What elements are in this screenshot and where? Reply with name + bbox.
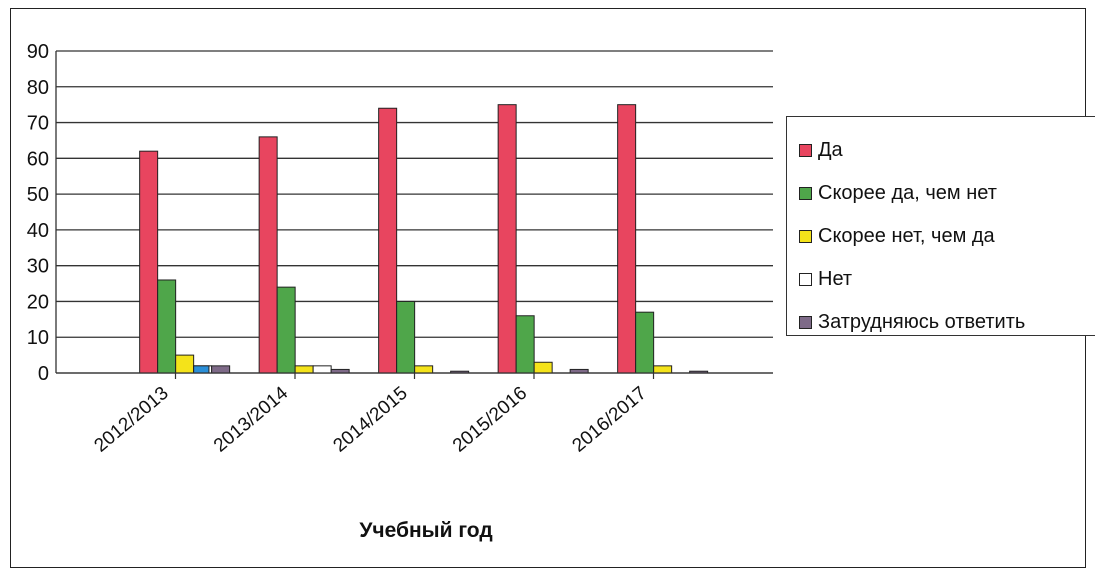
legend-label: Да <box>818 139 843 161</box>
legend-item: Скорее да, чем нет <box>799 172 1095 215</box>
y-tick-labels: 0 10 20 30 40 50 60 70 80 90 <box>27 41 49 385</box>
bar <box>378 107 398 374</box>
x-axis-title: Учебный год <box>359 519 492 542</box>
x-tick-label: 2014/2015 <box>329 383 411 457</box>
bar <box>157 279 177 374</box>
legend: Да Скорее да, чем нет Скорее нет, чем да Не… <box>786 116 1095 336</box>
y-tick-label: 70 <box>27 113 49 135</box>
x-tick-label: 2016/2017 <box>568 383 650 457</box>
y-tick-label: 30 <box>27 256 49 278</box>
bars <box>139 104 709 374</box>
bar <box>533 361 553 374</box>
bar <box>497 104 517 374</box>
legend-label: Затрудняюсь ответить <box>818 311 1026 333</box>
legend-item: Нет <box>799 258 1095 301</box>
legend-swatch <box>799 230 812 243</box>
bar <box>139 150 159 374</box>
bar <box>312 365 332 374</box>
bar <box>258 136 278 374</box>
bar <box>414 365 434 374</box>
legend-swatch <box>799 187 812 200</box>
axes <box>55 51 773 379</box>
x-tick-label: 2013/2014 <box>210 382 293 456</box>
bar <box>211 365 231 374</box>
y-tick-label: 20 <box>27 291 49 313</box>
x-tick-label: 2012/2013 <box>90 383 172 457</box>
bar <box>396 300 416 374</box>
bar <box>653 365 673 374</box>
x-tick-label: 2015/2016 <box>449 383 531 457</box>
y-tick-label: 50 <box>27 184 49 206</box>
legend-label: Скорее да, чем нет <box>818 182 997 204</box>
legend-label: Скорее нет, чем да <box>818 225 995 247</box>
bar <box>175 354 195 374</box>
bar <box>617 104 637 374</box>
legend-item: Затрудняюсь ответить <box>799 301 1095 344</box>
chart-frame: 0 10 20 30 40 50 60 70 80 90 2012/2013 2013/2014 20… <box>10 8 1095 568</box>
legend-swatch <box>799 316 812 329</box>
y-tick-label: 90 <box>27 41 49 63</box>
legend-swatch <box>799 144 812 157</box>
legend-item: Скорее нет, чем да <box>799 215 1095 258</box>
legend-swatch <box>799 273 812 286</box>
y-tick-label: 0 <box>38 363 49 385</box>
bar <box>294 365 314 374</box>
bar <box>276 286 296 374</box>
bar <box>193 365 210 374</box>
bar <box>515 315 535 374</box>
y-tick-label: 10 <box>27 327 49 349</box>
y-tick-label: 80 <box>27 77 49 99</box>
x-tick-labels: 2012/2013 2013/2014 2014/2015 2015/2016 2016… <box>90 382 650 456</box>
y-tick-label: 40 <box>27 220 49 242</box>
legend-label: Нет <box>818 268 853 290</box>
bar <box>635 311 655 374</box>
y-tick-label: 60 <box>27 148 49 170</box>
legend-item: Да <box>799 129 1095 172</box>
